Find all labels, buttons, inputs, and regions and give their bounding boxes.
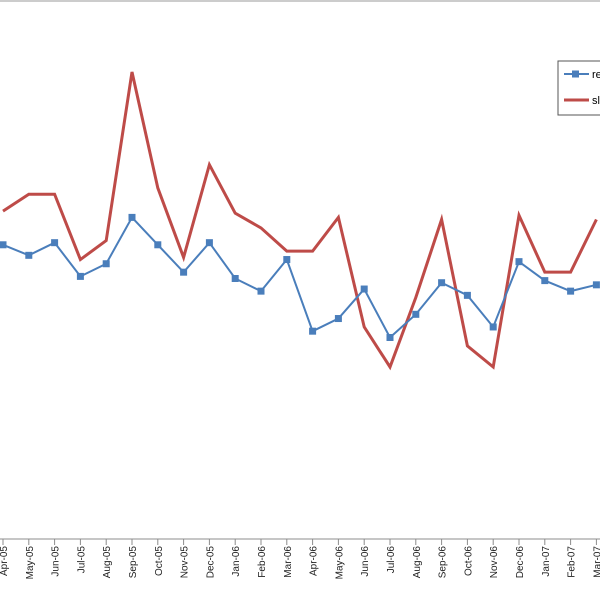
x-tick-label: Aug-06	[412, 546, 423, 579]
series-re	[0, 213, 600, 341]
data-point-marker	[154, 241, 162, 249]
series-line-sl	[2, 71, 598, 371]
data-point-marker	[128, 213, 136, 221]
x-tick-label: Dec-05	[205, 546, 216, 579]
data-point-marker	[257, 287, 265, 295]
x-tick-label: May-06	[334, 546, 345, 580]
x-tick-label: Oct-06	[463, 546, 474, 576]
legend: re sl	[557, 60, 600, 116]
x-tick-label: Jul-05	[76, 546, 87, 574]
legend-entries: re sl	[564, 69, 600, 107]
x-tick-label: Apr-06	[309, 546, 320, 576]
data-point-marker	[102, 260, 110, 268]
x-tick-label: Jun-05	[51, 546, 62, 577]
x-tick-label: Jul-06	[386, 546, 397, 574]
x-tick-label: Feb-07	[567, 546, 578, 578]
plot-area: Apr-05 May-05 Jun-05 Jul-05 Aug-05 Sep-05 Oct-…	[0, 71, 600, 580]
x-tick-label: Nov-05	[180, 546, 191, 579]
data-point-marker	[541, 277, 549, 285]
x-tick-label: Aug-05	[102, 546, 113, 579]
data-point-marker	[25, 251, 33, 259]
data-point-marker	[567, 287, 575, 295]
x-tick-label: Apr-05	[0, 546, 10, 576]
x-tick-label: Oct-05	[154, 546, 165, 576]
legend-label: sl	[592, 95, 600, 107]
x-tick-label: Jan-06	[231, 546, 242, 577]
legend-entry-re: re	[564, 69, 600, 81]
series-line-re	[2, 215, 597, 340]
x-axis-tick-labels: Apr-05 May-05 Jun-05 Jul-05 Aug-05 Sep-05 Oct-…	[0, 546, 600, 580]
data-point-marker	[360, 285, 368, 293]
data-point-marker	[515, 258, 523, 266]
data-point-marker	[0, 241, 7, 249]
data-point-marker	[438, 279, 446, 287]
legend-label: re	[592, 69, 600, 81]
x-tick-label: Sep-06	[438, 546, 449, 579]
series-layer	[0, 71, 600, 371]
data-point-marker	[463, 291, 471, 299]
data-point-marker	[76, 272, 84, 280]
data-point-marker	[231, 275, 239, 282]
x-tick-label: Jun-06	[360, 546, 371, 577]
data-point-marker	[283, 256, 291, 264]
x-axis-ticks	[2, 539, 597, 545]
data-point-marker	[309, 327, 317, 335]
data-point-marker	[180, 268, 188, 276]
data-point-marker	[412, 310, 420, 318]
x-tick-label: Mar-06	[283, 546, 294, 578]
data-point-marker	[51, 239, 59, 247]
legend-entry-sl: sl	[564, 95, 600, 107]
x-tick-label: Jan-07	[541, 546, 552, 577]
x-tick-label: Dec-06	[515, 546, 526, 579]
x-tick-label: Sep-05	[128, 546, 139, 579]
legend-box	[557, 60, 600, 116]
data-point-marker	[205, 239, 213, 247]
data-point-marker	[592, 281, 600, 289]
x-tick-label: Nov-06	[489, 546, 500, 579]
data-point-marker	[334, 315, 342, 323]
data-point-marker	[489, 323, 497, 331]
data-point-marker	[386, 334, 394, 341]
series-sl	[2, 71, 598, 371]
x-tick-label: May-05	[25, 546, 36, 580]
x-tick-label: Mar-07	[592, 546, 600, 578]
x-tick-label: Feb-06	[257, 546, 268, 578]
legend-swatch-marker	[572, 70, 579, 78]
